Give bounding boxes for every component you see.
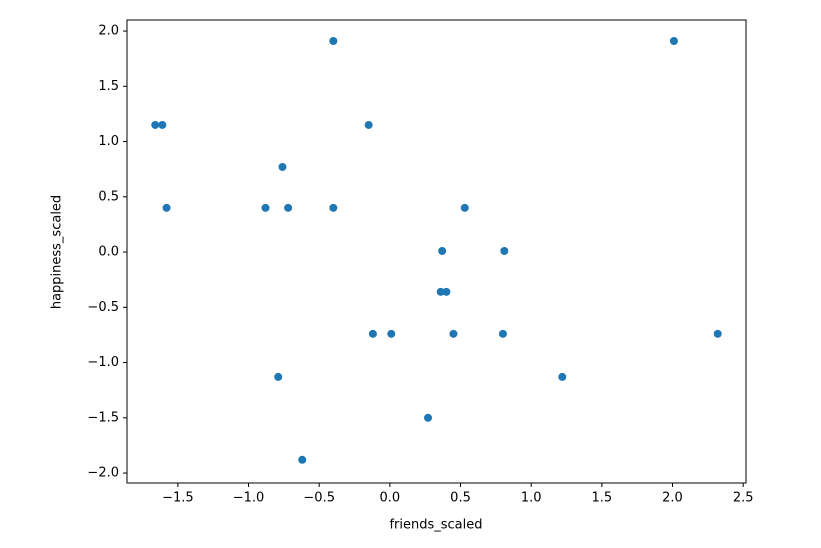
x-tick-label: −1.0 xyxy=(233,491,265,506)
x-tick-label: 0.5 xyxy=(450,491,471,506)
point xyxy=(449,329,458,338)
x-tick-label: 0.0 xyxy=(380,491,401,506)
y-tick-label: 1.5 xyxy=(98,79,119,94)
point xyxy=(387,329,396,338)
y-tick-label: 2.0 xyxy=(98,24,119,39)
point xyxy=(438,246,447,255)
point xyxy=(460,203,469,212)
x-tick-label: −1.5 xyxy=(162,491,194,506)
point xyxy=(424,413,433,422)
x-tick-label: 1.5 xyxy=(592,491,613,506)
y-tick-label: −0.5 xyxy=(87,300,119,315)
plot-frame xyxy=(126,19,747,484)
y-tick-label: 1.0 xyxy=(98,134,119,149)
x-tick-label: 1.0 xyxy=(521,491,542,506)
y-tick-label: 0.5 xyxy=(98,189,119,204)
y-tick-label: −1.0 xyxy=(87,355,119,370)
point xyxy=(368,329,377,338)
point xyxy=(436,287,445,296)
point xyxy=(284,203,293,212)
point xyxy=(158,120,167,129)
point xyxy=(329,36,338,45)
x-tick-label: 2.5 xyxy=(733,491,754,506)
point xyxy=(713,329,722,338)
point xyxy=(442,287,451,296)
point xyxy=(498,329,507,338)
point xyxy=(151,120,160,129)
x-axis-label: friends_scaled xyxy=(389,518,482,533)
y-tick-label: −2.0 xyxy=(87,466,119,481)
point xyxy=(162,203,171,212)
point xyxy=(558,372,567,381)
point xyxy=(278,162,287,171)
point xyxy=(669,36,678,45)
y-tick-label: 0.0 xyxy=(98,245,119,260)
point xyxy=(274,372,283,381)
point xyxy=(329,203,338,212)
x-tick-label: −0.5 xyxy=(303,491,335,506)
y-tick-label: −1.5 xyxy=(87,410,119,425)
point xyxy=(364,120,373,129)
x-tick-label: 2.0 xyxy=(662,491,683,506)
point xyxy=(261,203,270,212)
point xyxy=(298,455,307,464)
point xyxy=(500,246,509,255)
y-axis-label: happiness_scaled xyxy=(50,195,65,309)
